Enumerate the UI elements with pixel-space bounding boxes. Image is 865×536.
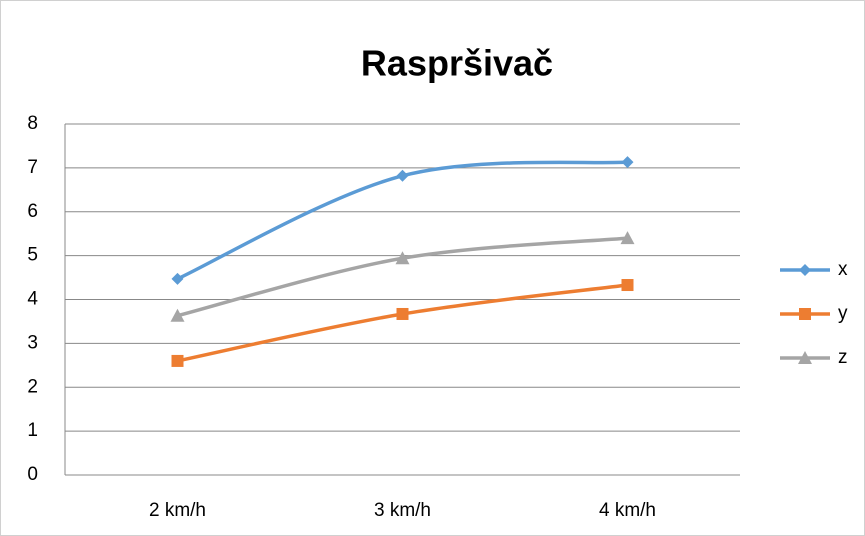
y-tick-label: 2 <box>27 376 38 397</box>
y-tick-label: 5 <box>27 245 38 266</box>
y-tick-label: 7 <box>27 157 38 178</box>
legend-label: y <box>838 303 848 324</box>
legend-marker <box>799 264 811 276</box>
y-tick-label: 3 <box>27 332 38 353</box>
legend-marker <box>799 308 811 320</box>
marker <box>396 169 409 182</box>
legend-label: z <box>838 347 848 368</box>
marker <box>396 307 409 320</box>
marker <box>621 279 634 292</box>
x-tick-label: 3 km/h <box>374 500 431 521</box>
y-tick-label: 8 <box>27 113 38 134</box>
marker <box>171 272 184 285</box>
legend-label: x <box>838 259 848 280</box>
marker <box>170 308 185 322</box>
marker <box>620 231 635 245</box>
y-tick-label: 0 <box>27 464 38 485</box>
y-tick-label: 1 <box>27 420 38 441</box>
legend-marker <box>798 351 812 364</box>
y-tick-label: 4 <box>27 289 38 310</box>
marker <box>171 354 184 367</box>
chart-title: Raspršivač <box>361 43 553 84</box>
x-tick-label: 4 km/h <box>599 500 656 521</box>
marker <box>621 156 634 169</box>
x-tick-label: 2 km/h <box>149 500 206 521</box>
y-tick-label: 6 <box>27 201 38 222</box>
marker <box>395 251 410 265</box>
